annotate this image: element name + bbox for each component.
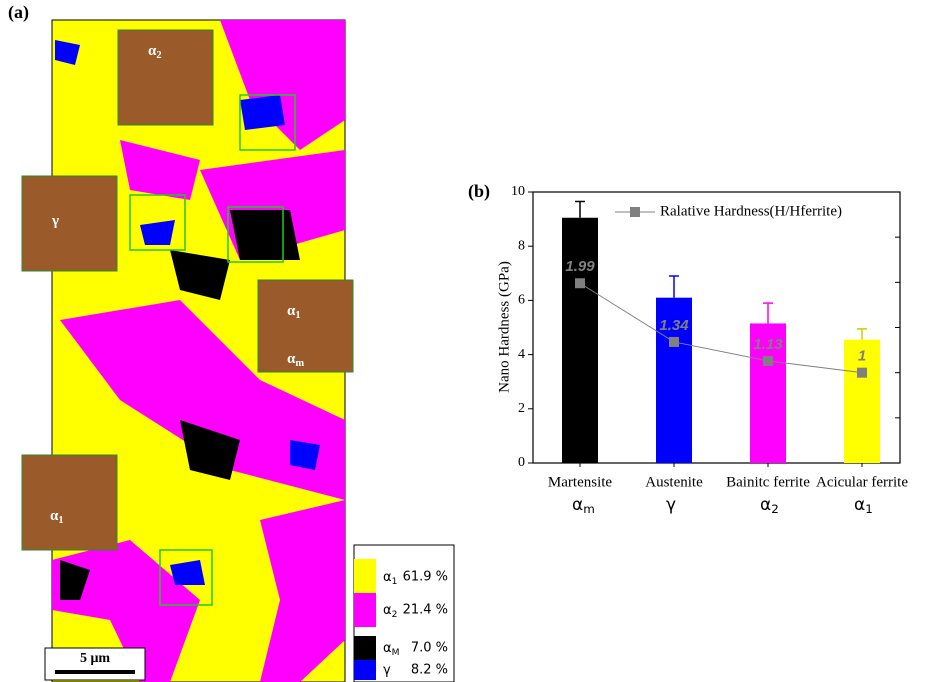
symbol-base: α	[383, 603, 392, 618]
point	[669, 337, 679, 347]
bar	[562, 218, 598, 463]
symbol-sub: 1	[865, 502, 873, 516]
afm-inset	[22, 176, 117, 271]
legend-value: 7.0 %	[411, 641, 448, 656]
legend-marker	[630, 207, 640, 217]
symbol-base: γ	[666, 495, 676, 515]
figure: (a) 5 μm (b) Nano Hardness (GPa) α2γα1αm…	[0, 0, 926, 682]
map-region	[290, 440, 320, 470]
y-axis-title: Nano Hardness (GPa)	[496, 261, 512, 393]
point	[857, 368, 867, 378]
map-region	[240, 95, 285, 130]
x-tick-label: Austenite	[645, 474, 703, 490]
scale-bar-label: 5 μm	[80, 651, 110, 666]
y-tick-label: 6	[518, 293, 525, 308]
value-label: 1.99	[565, 258, 595, 275]
symbol: α2	[760, 495, 779, 516]
symbol-sub: 2	[771, 502, 779, 516]
symbol-sub: 1	[392, 577, 398, 587]
legend-swatch	[354, 636, 376, 660]
symbol-sub: 1	[295, 310, 300, 321]
panel-label: (b)	[468, 181, 490, 202]
symbol: γ	[666, 495, 676, 515]
symbol: γ	[383, 663, 391, 678]
page: {"panel_a":{"label":"(a)","scale_bar":"5…	[0, 0, 926, 682]
symbol-base: α	[760, 495, 771, 515]
line	[580, 283, 862, 372]
symbol-sub: M	[392, 648, 400, 658]
x-tick-label: Bainitc ferrite	[726, 474, 810, 490]
afm-inset	[22, 455, 117, 550]
y-tick-label: 4	[518, 347, 525, 362]
symbol-sub: 2	[156, 50, 161, 61]
y-tick-label: 10	[511, 184, 525, 199]
y-tick-label: 2	[518, 401, 525, 416]
afm-inset	[258, 280, 353, 372]
symbol: α1	[854, 495, 873, 516]
afm-inset	[118, 30, 213, 125]
x-tick-label: Martensite	[548, 474, 612, 490]
value-label: 1.34	[659, 317, 689, 334]
symbol-base: α	[854, 495, 865, 515]
value-label: 1.13	[753, 336, 783, 353]
x-tick-label: Acicular ferrite	[816, 474, 908, 490]
legend-swatch	[354, 593, 376, 627]
legend-swatch	[354, 660, 376, 680]
legend-value: 61.9 %	[403, 570, 448, 585]
map-region	[230, 210, 300, 260]
symbol-base: γ	[51, 213, 59, 229]
symbol-base: α	[383, 570, 392, 585]
symbol: αm	[572, 495, 595, 516]
symbol-base: γ	[383, 663, 391, 678]
value-label: 1	[858, 348, 866, 365]
legend-value: 8.2 %	[411, 663, 448, 678]
point	[763, 356, 773, 366]
legend-label: Ralative Hardness(H/Hferrite)	[660, 203, 842, 219]
y-tick-label: 8	[518, 238, 525, 253]
symbol-sub: m	[295, 358, 304, 369]
panel-label: (a)	[8, 2, 29, 23]
symbol-sub: 2	[392, 610, 398, 620]
symbol-sub: m	[583, 502, 595, 516]
symbol-base: α	[572, 495, 583, 515]
symbol-sub: 1	[58, 515, 63, 526]
symbol-base: α	[383, 641, 392, 656]
legend-swatch	[354, 559, 376, 595]
y-tick-label: 0	[518, 455, 525, 470]
point	[575, 278, 585, 288]
legend-value: 21.4 %	[403, 603, 448, 618]
symbol: γ	[51, 213, 59, 229]
